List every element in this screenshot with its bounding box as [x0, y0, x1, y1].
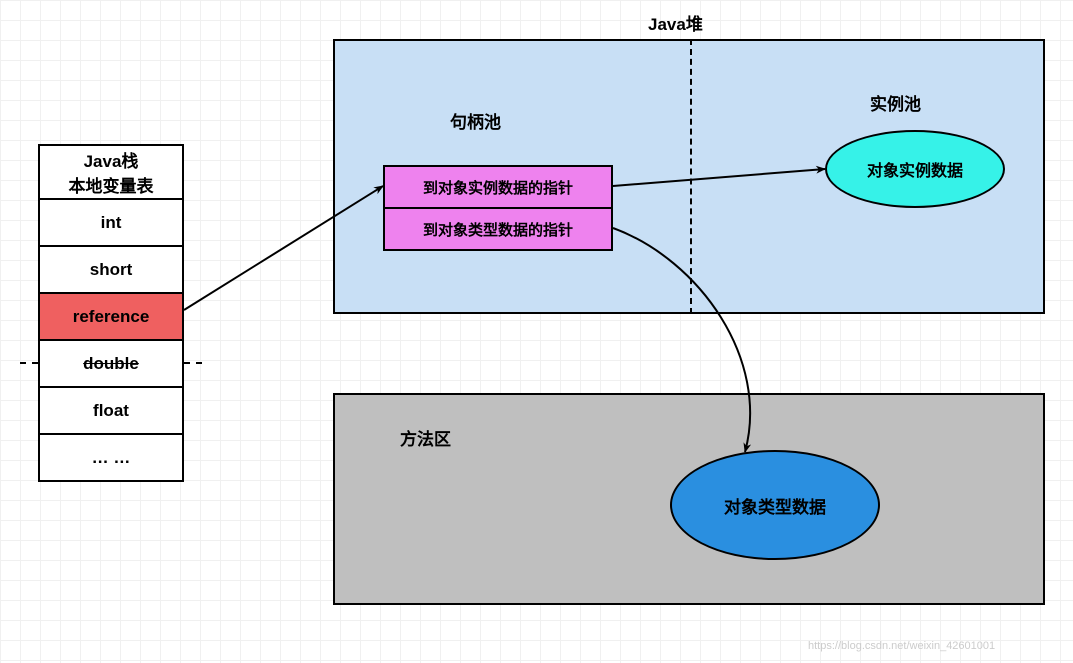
instance-pool-label: 实例池: [870, 90, 921, 115]
stack-row-… …: … …: [39, 434, 183, 481]
double-dashed-line: [184, 362, 202, 364]
double-dashed-line: [20, 362, 38, 364]
stack-row-reference: reference: [39, 293, 183, 340]
stack-row-float: float: [39, 387, 183, 434]
handle-pool-table: 到对象实例数据的指针到对象类型数据的指针: [383, 165, 613, 251]
handle-row-0: 到对象实例数据的指针: [384, 166, 612, 208]
java-heap-title: Java堆: [648, 10, 703, 35]
java-stack-table: Java栈 本地变量表 intshortreferencedoublefloat…: [38, 144, 184, 482]
instance-data-label: 对象实例数据: [867, 157, 963, 181]
stack-row-int: int: [39, 199, 183, 246]
type-data-ellipse: 对象类型数据: [670, 450, 880, 560]
stack-row-double: double: [39, 340, 183, 387]
stack-header: Java栈 本地变量表: [39, 145, 183, 199]
watermark: https://blog.csdn.net/weixin_42601001: [808, 640, 995, 652]
handle-pool-label: 句柄池: [450, 108, 501, 133]
heap-divider: [690, 39, 692, 314]
instance-data-ellipse: 对象实例数据: [825, 130, 1005, 208]
stack-row-short: short: [39, 246, 183, 293]
handle-row-1: 到对象类型数据的指针: [384, 208, 612, 250]
method-area-label: 方法区: [400, 425, 451, 450]
stack-header-line1: Java栈: [84, 152, 139, 171]
stack-header-line2: 本地变量表: [69, 177, 154, 196]
type-data-label: 对象类型数据: [724, 493, 826, 518]
